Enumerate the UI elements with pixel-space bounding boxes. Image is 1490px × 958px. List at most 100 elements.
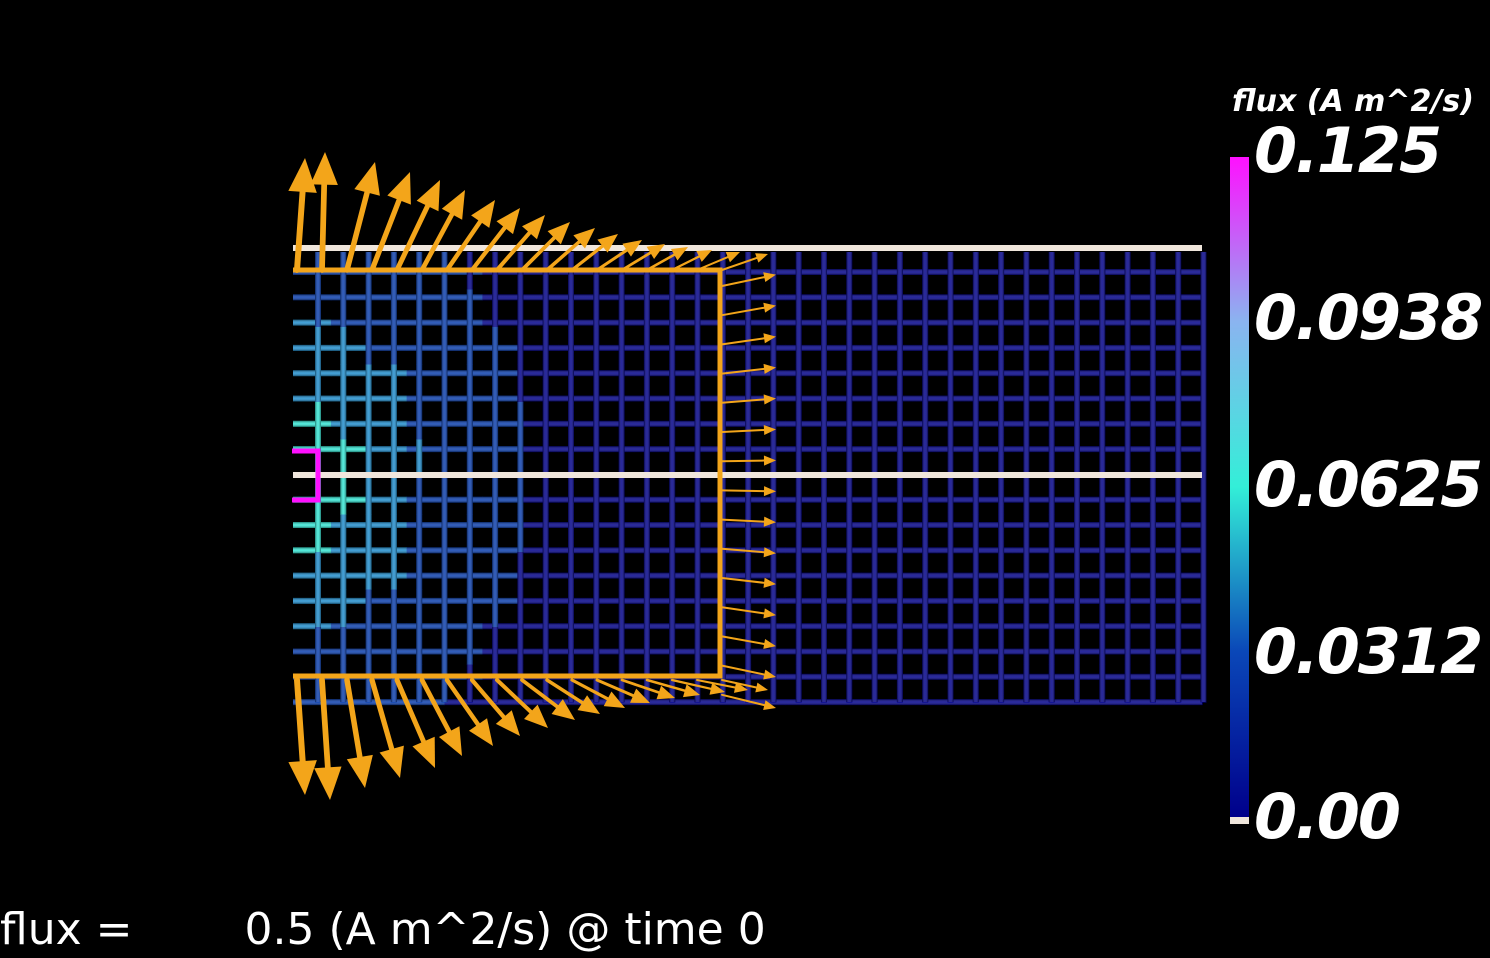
flux-arrow <box>310 152 338 273</box>
flux-arrow <box>469 208 520 273</box>
flux-arrow <box>394 677 435 768</box>
flux-arrow <box>570 234 618 272</box>
arrow-head <box>709 682 725 695</box>
arrow-head <box>441 190 465 220</box>
arrow-shaft <box>319 677 331 771</box>
arrow-shaft <box>721 489 766 493</box>
arrow-head <box>524 704 548 728</box>
arrow-shaft <box>419 677 452 735</box>
arrow-head <box>763 608 776 619</box>
flux-arrow <box>721 424 776 436</box>
arrow-shaft <box>721 577 766 584</box>
flux-arrow <box>620 678 675 700</box>
colorbar-tick-3: 0.0938 <box>1254 281 1483 354</box>
arrow-head <box>310 152 338 186</box>
flux-arrow <box>545 678 600 714</box>
flux-arrow <box>721 664 776 680</box>
arrow-shaft <box>670 678 712 690</box>
flux-arrow <box>520 222 570 272</box>
arrow-head <box>682 684 700 698</box>
flux-arrow <box>620 244 665 272</box>
colorbar-below-range <box>1230 817 1249 824</box>
arrow-head <box>379 745 404 778</box>
arrow-head <box>725 251 740 263</box>
flux-arrow <box>721 606 776 619</box>
colorbar-tick-2: 0.0625 <box>1254 448 1483 521</box>
arrow-shaft <box>620 251 652 272</box>
arrow-head <box>495 710 520 736</box>
arrow-head <box>755 253 768 263</box>
colorbar <box>1230 157 1249 824</box>
arrow-shaft <box>721 664 766 676</box>
arrow-head <box>288 158 317 193</box>
arrow-head <box>468 718 493 746</box>
arrow-head <box>763 363 776 374</box>
flux-mesh <box>293 252 1207 706</box>
arrow-shaft <box>545 240 581 272</box>
arrow-head <box>547 222 570 245</box>
flux-arrow <box>419 190 465 273</box>
arrow-head <box>314 766 342 800</box>
arrow-shaft <box>721 398 766 404</box>
arrow-shaft <box>721 635 766 645</box>
flux-arrow <box>721 333 776 346</box>
flux-arrow <box>721 635 776 649</box>
arrow-shaft <box>721 367 766 375</box>
flux-arrow <box>721 394 776 405</box>
flux-arrow <box>721 547 776 558</box>
arrow-shaft <box>721 547 766 554</box>
arrow-shaft <box>721 276 766 287</box>
arrow-shaft <box>369 677 395 752</box>
arrow-head <box>288 760 317 795</box>
arrow-head <box>733 682 748 693</box>
flux-arrow <box>469 677 520 736</box>
arrow-shaft <box>419 211 455 273</box>
arrow-shaft <box>721 459 766 463</box>
arrow-shaft <box>721 428 766 433</box>
arrow-shaft <box>394 203 431 273</box>
flux-arrow <box>495 215 545 272</box>
arrow-head <box>763 669 776 680</box>
arrow-shaft <box>721 679 758 689</box>
arrow-shaft <box>520 678 560 709</box>
arrow-shaft <box>495 230 532 272</box>
flux-arrow <box>721 516 776 527</box>
flux-arrow <box>721 455 776 466</box>
mesh-tube-shade <box>1200 252 1207 702</box>
arrow-head <box>763 455 776 466</box>
arrow-shaft <box>570 678 610 701</box>
flux-arrow <box>344 162 380 273</box>
center-boundary-line <box>293 472 1202 478</box>
arrow-head <box>630 688 650 703</box>
colorbar-tick-min: 0.00 <box>1254 780 1401 853</box>
status-label: flux = <box>0 904 133 955</box>
flux-arrow <box>670 250 712 272</box>
arrow-shaft <box>444 219 483 273</box>
flux-arrow <box>495 678 548 728</box>
arrow-shaft <box>294 677 306 765</box>
arrow-head <box>551 699 575 720</box>
arrow-shaft <box>595 678 635 698</box>
arrow-head <box>577 695 600 714</box>
colorbar-gradient <box>1230 157 1249 817</box>
flux-arrow <box>721 363 776 375</box>
flux-arrow <box>670 678 725 695</box>
arrow-head <box>763 577 776 588</box>
arrow-shaft <box>721 337 766 346</box>
arrow-head <box>670 247 688 261</box>
source-marker <box>292 448 321 503</box>
arrow-head <box>522 215 545 240</box>
arrow-shaft <box>344 677 363 760</box>
arrow-shaft <box>545 678 585 705</box>
flux-arrow <box>520 678 575 720</box>
flux-arrow <box>444 677 493 746</box>
flux-arrow <box>721 577 776 588</box>
arrow-head <box>763 424 776 436</box>
colorbar-tick-1: 0.0312 <box>1254 615 1483 688</box>
arrow-head <box>496 208 520 235</box>
arrow-head <box>597 234 618 253</box>
flux-arrow <box>645 247 688 272</box>
flux-arrow <box>369 172 411 273</box>
domain-frame <box>293 267 723 679</box>
